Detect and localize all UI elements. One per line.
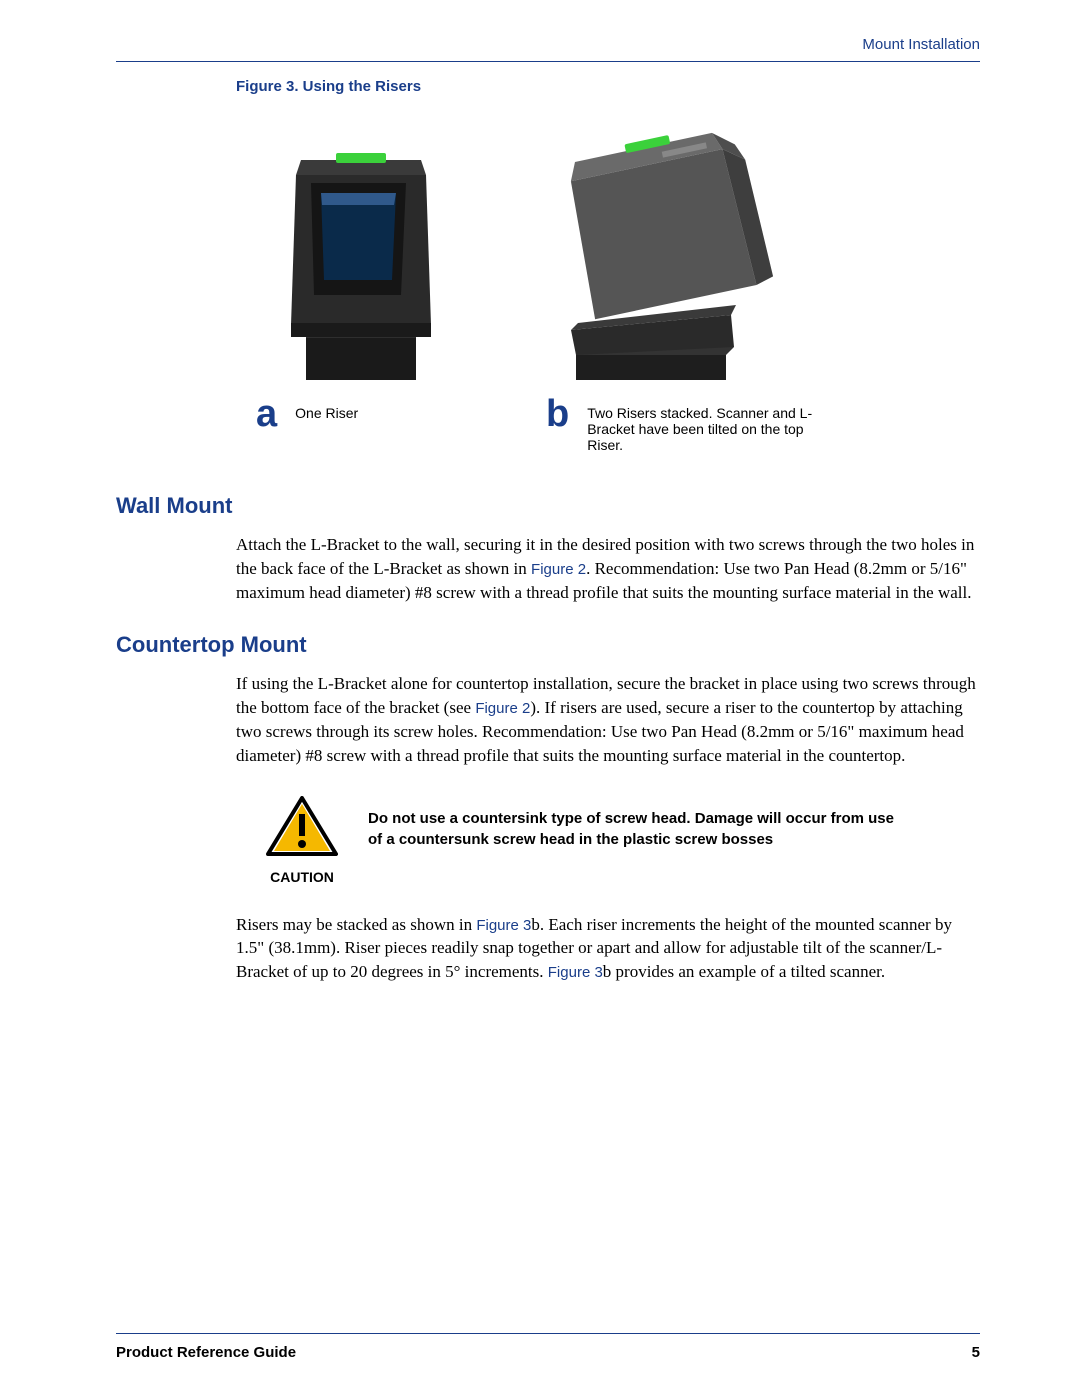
counter-p2-before: Risers may be stacked as shown in <box>236 915 476 934</box>
figure-b-caption: Two Risers stacked. Scanner and L-Bracke… <box>587 405 837 453</box>
wall-mount-heading: Wall Mount <box>116 493 980 519</box>
page-footer: Product Reference Guide 5 <box>116 1333 980 1361</box>
counter-p2-after: b provides an example of a tilted scanne… <box>603 962 885 981</box>
caution-block: CAUTION Do not use a countersink type of… <box>266 796 980 885</box>
footer-rule <box>116 1333 980 1334</box>
countertop-paragraph-2: Risers may be stacked as shown in Figure… <box>236 913 980 984</box>
figure-2-link-b[interactable]: Figure 2 <box>475 700 530 717</box>
figure-3-link-b[interactable]: Figure 3 <box>548 964 603 981</box>
caution-label: CAUTION <box>266 869 338 885</box>
figure-b-letter: b <box>546 395 569 453</box>
figure-2-link[interactable]: Figure 2 <box>531 561 586 578</box>
caution-icon <box>266 796 338 858</box>
figure-b-image <box>516 105 776 385</box>
figure-a-letter: a <box>256 395 277 433</box>
footer-page-number: 5 <box>972 1344 980 1361</box>
wall-mount-paragraph: Attach the L-Bracket to the wall, securi… <box>236 533 980 604</box>
figure-a-image <box>256 105 456 385</box>
caution-text: Do not use a countersink type of screw h… <box>368 808 908 852</box>
figure-images <box>256 105 980 385</box>
countertop-mount-heading: Countertop Mount <box>116 632 980 658</box>
figure-title: Figure 3. Using the Risers <box>236 78 980 95</box>
figure-3-link-a[interactable]: Figure 3 <box>476 917 531 934</box>
countertop-paragraph-1: If using the L-Bracket alone for counter… <box>236 672 980 767</box>
footer-guide-name: Product Reference Guide <box>116 1344 296 1361</box>
header-section-label: Mount Installation <box>116 36 980 53</box>
header-rule <box>116 61 980 62</box>
figure-a-caption: One Riser <box>295 405 358 433</box>
figure-captions: a One Riser b Two Risers stacked. Scanne… <box>256 395 980 453</box>
